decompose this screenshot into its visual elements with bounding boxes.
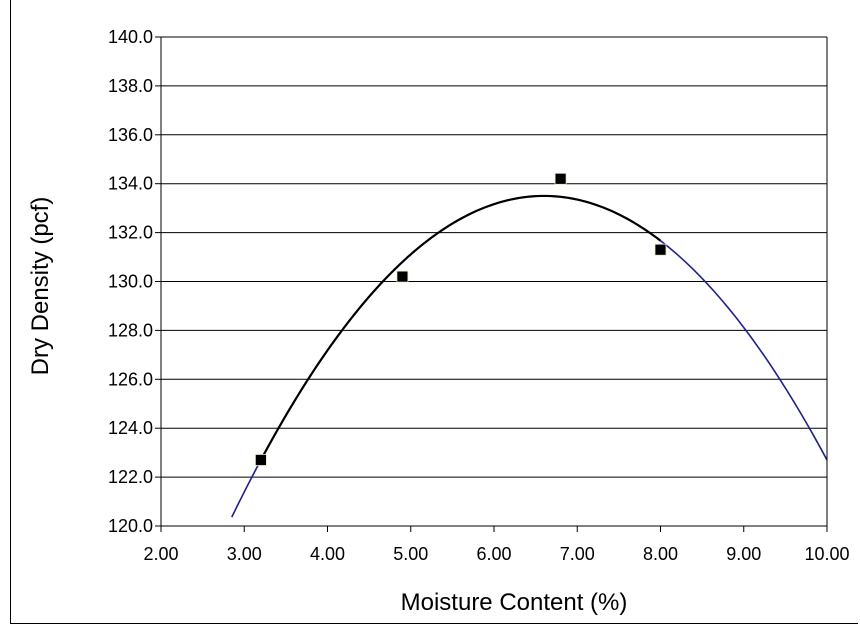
- data-point: [654, 243, 667, 256]
- axes: [155, 36, 828, 532]
- data-point: [554, 172, 567, 185]
- chart-frame: [10, 0, 858, 624]
- x-tick-label: 9.00: [726, 544, 761, 564]
- fit-curve-extended: [231, 195, 827, 518]
- x-tick-label: 8.00: [643, 544, 678, 564]
- x-tick-label: 4.00: [310, 544, 345, 564]
- data-point: [254, 454, 267, 466]
- x-tick-label: 3.00: [227, 544, 262, 564]
- y-tick-label: 130.0: [108, 272, 153, 292]
- data-markers: [254, 172, 667, 466]
- y-tick-label: 128.0: [108, 320, 153, 340]
- x-axis-title: Moisture Content (%): [401, 589, 628, 616]
- data-point: [396, 270, 409, 283]
- x-tick-label: 2.00: [143, 544, 178, 564]
- y-tick-label: 132.0: [108, 223, 153, 243]
- x-tick-labels: 2.00 3.00 4.00 5.00 6.00 7.00 8.00 9.00 10.00: [143, 544, 849, 564]
- y-tick-label: 124.0: [108, 418, 153, 438]
- fit-curves: [231, 194, 827, 518]
- y-tick-label: 134.0: [108, 174, 153, 194]
- x-tick-label: 7.00: [560, 544, 595, 564]
- y-tick-label: 122.0: [108, 467, 153, 487]
- y-tick-label: 120.0: [108, 516, 153, 536]
- fit-curve-data-range: [259, 194, 662, 461]
- grid-lines: [161, 36, 827, 527]
- y-tick-label: 140.0: [108, 27, 153, 47]
- y-tick-label: 138.0: [108, 76, 153, 96]
- x-tick-label: 6.00: [476, 544, 511, 564]
- y-tick-label: 136.0: [108, 125, 153, 145]
- y-tick-labels: 120.0 122.0 124.0 126.0 128.0 130.0 132.0 134.0…: [108, 27, 153, 536]
- x-tick-label: 10.00: [804, 544, 849, 564]
- y-tick-label: 126.0: [108, 369, 153, 389]
- x-tick-label: 5.00: [393, 544, 428, 564]
- y-axis-title: Dry Density (pcf): [27, 197, 54, 376]
